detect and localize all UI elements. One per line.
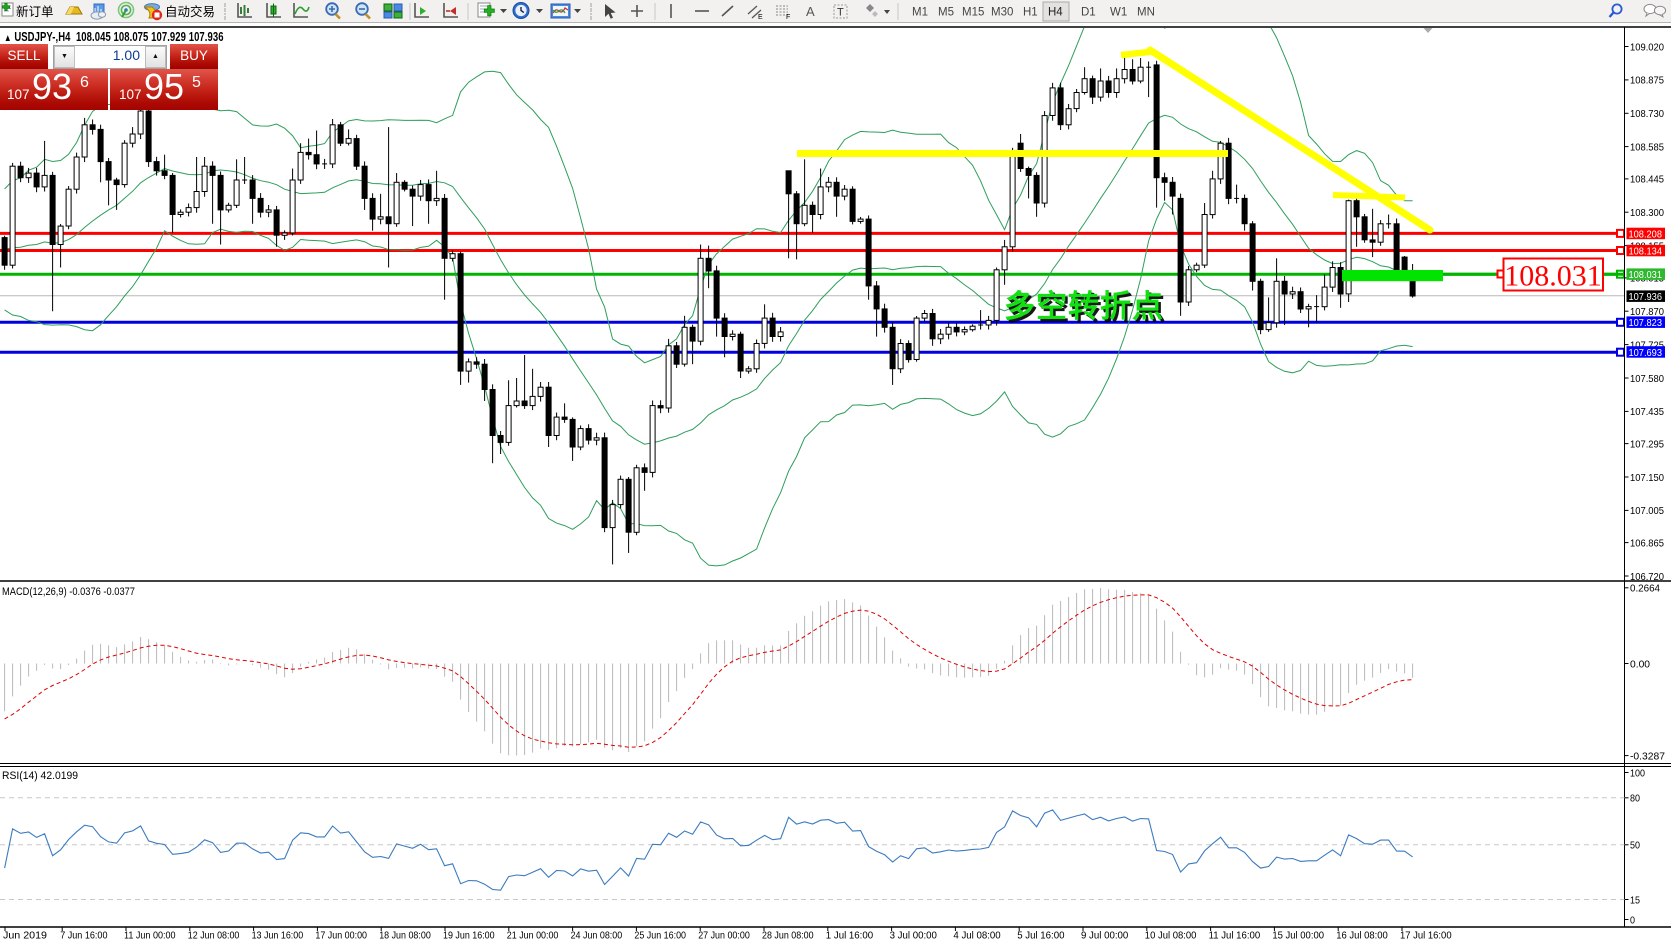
svg-text:D1: D1 [1081,7,1096,19]
svg-text:106.720: 106.720 [1630,571,1664,583]
svg-text:107.936: 107.936 [1629,291,1663,303]
svg-text:107.435: 107.435 [1630,406,1664,418]
svg-text:M15: M15 [962,7,984,19]
svg-text:9 Jul 00:00: 9 Jul 00:00 [1081,930,1128,942]
svg-text:107.823: 107.823 [1629,317,1663,329]
svg-text:13 Jun 16:00: 13 Jun 16:00 [252,930,304,942]
svg-text:108.134: 108.134 [1629,245,1663,257]
svg-text:108.445: 108.445 [1630,174,1664,186]
svg-text:0: 0 [1630,914,1635,926]
svg-text:17 Jul 16:00: 17 Jul 16:00 [1400,930,1452,942]
svg-text:11 Jul 16:00: 11 Jul 16:00 [1209,930,1261,942]
svg-text:25 Jun 16:00: 25 Jun 16:00 [634,930,686,942]
svg-text:H4: H4 [1048,7,1063,19]
svg-text:M1: M1 [912,7,928,19]
svg-text:16 Jul 08:00: 16 Jul 08:00 [1336,930,1388,942]
svg-text:T: T [837,7,844,19]
svg-text:108.208: 108.208 [1629,228,1663,240]
svg-text:5 Jul 16:00: 5 Jul 16:00 [1017,930,1064,942]
svg-text:50: 50 [1630,840,1640,852]
svg-text:10 Jul 08:00: 10 Jul 08:00 [1145,930,1197,942]
svg-text:19 Jun 16:00: 19 Jun 16:00 [443,930,495,942]
svg-text:108.300: 108.300 [1630,207,1664,219]
svg-text:28 Jun 08:00: 28 Jun 08:00 [762,930,814,942]
svg-text:4 Jul 08:00: 4 Jul 08:00 [953,930,1000,942]
svg-text:MN: MN [1137,7,1155,19]
svg-text:24 Jun 08:00: 24 Jun 08:00 [571,930,623,942]
svg-text:108.585: 108.585 [1630,141,1664,153]
svg-text:15: 15 [1630,894,1640,906]
svg-text:107.005: 107.005 [1630,505,1664,517]
svg-text:M5: M5 [938,7,954,19]
svg-text:107.870: 107.870 [1630,306,1664,318]
svg-text:E: E [758,14,763,21]
svg-text:M30: M30 [991,7,1013,19]
svg-text:多空转折点: 多空转折点 [1004,289,1164,324]
svg-text:27 Jun 00:00: 27 Jun 00:00 [698,930,750,942]
svg-text:107.580: 107.580 [1630,373,1664,385]
svg-text:17 Jun 00:00: 17 Jun 00:00 [315,930,367,942]
svg-text:1 Jul 16:00: 1 Jul 16:00 [826,930,873,942]
svg-text:106.865: 106.865 [1630,537,1664,549]
svg-text:3 Jul 00:00: 3 Jul 00:00 [890,930,937,942]
svg-text:新订单: 新订单 [16,4,54,19]
svg-text:15 Jul 00:00: 15 Jul 00:00 [1272,930,1324,942]
svg-text:RSI(14) 42.0199: RSI(14) 42.0199 [2,770,78,782]
svg-text:108.730: 108.730 [1630,108,1664,120]
svg-text:18 Jun 08:00: 18 Jun 08:00 [379,930,431,942]
svg-text:Jun 2019: Jun 2019 [3,930,47,942]
svg-text:21 Jun 00:00: 21 Jun 00:00 [507,930,559,942]
svg-text:自动交易: 自动交易 [165,4,215,19]
svg-text:11 Jun 00:00: 11 Jun 00:00 [124,930,176,942]
svg-text:108.031: 108.031 [1629,269,1663,281]
svg-text:MACD(12,26,9) -0.0376 -0.0377: MACD(12,26,9) -0.0376 -0.0377 [2,586,135,598]
svg-text:7 Jun 16:00: 7 Jun 16:00 [60,930,107,942]
svg-text:12 Jun 08:00: 12 Jun 08:00 [188,930,240,942]
svg-text:107.295: 107.295 [1630,438,1664,450]
svg-text:109.020: 109.020 [1630,41,1664,53]
svg-text:H1: H1 [1023,7,1038,19]
svg-text:0.2664: 0.2664 [1630,583,1660,595]
svg-text:108.031: 108.031 [1504,260,1602,293]
svg-text:-0.3287: -0.3287 [1630,750,1665,762]
svg-text:A: A [806,4,815,19]
svg-text:0.00: 0.00 [1630,658,1650,670]
svg-text:W1: W1 [1110,7,1127,19]
svg-text:80: 80 [1630,793,1640,805]
svg-text:F: F [786,14,790,21]
svg-text:107.693: 107.693 [1629,347,1663,359]
svg-text:多空转折点: 多空转折点 [1007,292,1167,327]
svg-text:100: 100 [1630,767,1645,779]
svg-text:108.875: 108.875 [1630,75,1664,87]
svg-text:107.150: 107.150 [1630,472,1664,484]
